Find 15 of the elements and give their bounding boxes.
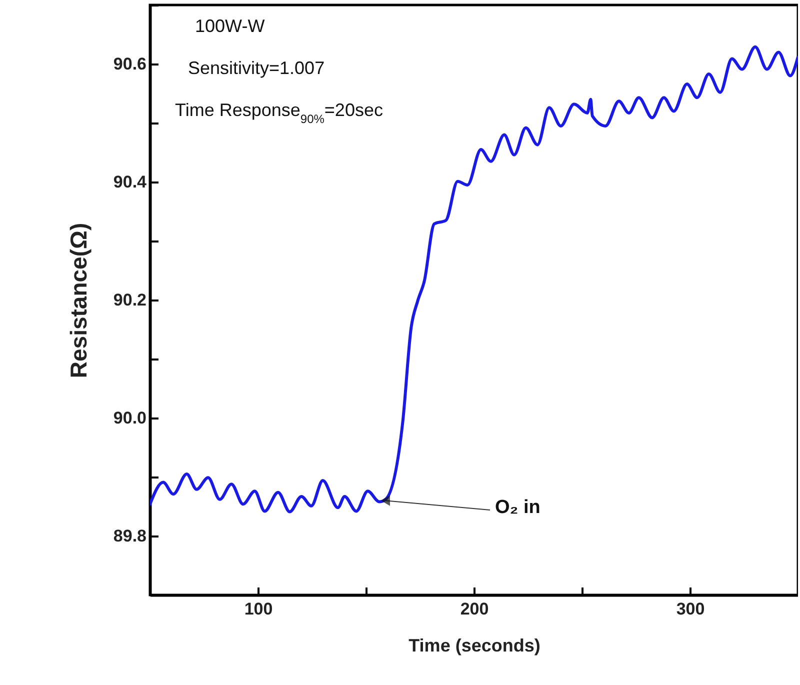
annotation: Time Response$_{90%}$=20sec: [175, 100, 383, 126]
annotation: O₂ in: [495, 497, 540, 518]
annotation: 100W-W: [195, 16, 265, 36]
y-tick-label: 90.6: [113, 54, 146, 74]
annotation: Sensitivity=1.007: [188, 58, 325, 78]
x-axis-title: Time (seconds): [408, 636, 540, 656]
line-series: [150, 45, 798, 514]
x-tick-label: 100: [244, 600, 273, 618]
x-tick-label: 300: [676, 600, 705, 618]
y-axis-title: Resistance(Ω): [65, 222, 92, 378]
y-tick-label: 89.8: [113, 526, 146, 546]
y-tick-label: 90.2: [113, 290, 146, 310]
y-tick-label: 90.4: [113, 172, 148, 192]
x-tick-label: 200: [460, 600, 489, 618]
y-tick-label: 90.0: [113, 408, 146, 428]
